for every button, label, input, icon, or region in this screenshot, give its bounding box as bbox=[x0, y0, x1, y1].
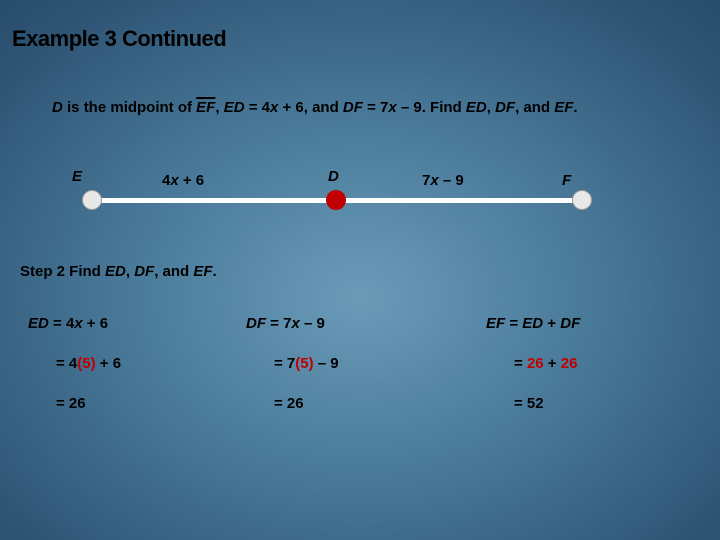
slide-title: Example 3 Continued bbox=[12, 26, 226, 52]
DF-subst: = 7(5) – 9 bbox=[274, 355, 339, 372]
var-EF: EF bbox=[554, 99, 573, 116]
substitution: (5) bbox=[77, 355, 95, 372]
text: , and bbox=[515, 99, 554, 116]
text: = 4 bbox=[49, 315, 74, 332]
point-D bbox=[326, 190, 346, 210]
var-x: x bbox=[291, 315, 299, 332]
var-D: D bbox=[52, 99, 63, 116]
EF-result: = 52 bbox=[514, 395, 544, 412]
var-DF: DF bbox=[134, 263, 154, 280]
DF-result: = 26 bbox=[274, 395, 304, 412]
text: – 9 bbox=[439, 172, 464, 189]
point-E bbox=[82, 190, 102, 210]
var-ED: ED bbox=[466, 99, 487, 116]
text: is the midpoint of bbox=[63, 99, 196, 116]
var-DF: DF bbox=[495, 99, 515, 116]
expr-ED: 4x + 6 bbox=[162, 172, 204, 189]
text: , and bbox=[154, 263, 193, 280]
text: = 7 bbox=[274, 355, 295, 372]
EF-subst: = 26 + 26 bbox=[514, 355, 577, 372]
var-EF: EF bbox=[486, 315, 505, 332]
text: . bbox=[213, 263, 217, 280]
label-E: E bbox=[72, 168, 82, 185]
EF-eq: EF = ED + DF bbox=[486, 315, 580, 332]
var-ED: ED bbox=[28, 315, 49, 332]
text: , bbox=[215, 99, 223, 116]
var-x: x bbox=[170, 172, 178, 189]
text: + bbox=[543, 315, 560, 332]
text: . bbox=[573, 99, 577, 116]
ED-eq: ED = 4x + 6 bbox=[28, 315, 108, 332]
var-EF: EF bbox=[193, 263, 212, 280]
text: , bbox=[487, 99, 495, 116]
var-x: x bbox=[74, 315, 82, 332]
text: = 4 bbox=[56, 355, 77, 372]
substitution: 26 bbox=[561, 355, 578, 372]
segment-diagram: E D F 4x + 6 7x – 9 bbox=[72, 168, 602, 223]
problem-statement: D is the midpoint of EF, ED = 4 x + 6, an… bbox=[52, 98, 680, 118]
text: – 9 bbox=[314, 355, 339, 372]
text: – 9 bbox=[300, 315, 325, 332]
step-header: Step 2 Find ED, DF, and EF. bbox=[20, 263, 217, 280]
text: Find bbox=[65, 263, 105, 280]
var-DF: DF bbox=[560, 315, 580, 332]
text: + 6 bbox=[179, 172, 204, 189]
text: + 6 bbox=[96, 355, 121, 372]
text: + 6 bbox=[83, 315, 108, 332]
var-x: x bbox=[430, 172, 438, 189]
segment-EF: EF bbox=[196, 99, 215, 116]
text: + 6, and bbox=[278, 99, 343, 116]
text: + bbox=[544, 355, 561, 372]
var-x: x bbox=[388, 99, 396, 116]
substitution: 26 bbox=[527, 355, 544, 372]
var-ED: ED bbox=[105, 263, 126, 280]
expr-DF: 7x – 9 bbox=[422, 172, 464, 189]
text: = 7 bbox=[363, 99, 388, 116]
step-label: Step 2 bbox=[20, 263, 65, 280]
var-DF: DF bbox=[343, 99, 363, 116]
var-DF: DF bbox=[246, 315, 266, 332]
text: = 7 bbox=[266, 315, 291, 332]
text: = 4 bbox=[245, 99, 270, 116]
ED-subst: = 4(5) + 6 bbox=[56, 355, 121, 372]
text: , bbox=[126, 263, 134, 280]
text: – 9. Find bbox=[397, 99, 466, 116]
point-F bbox=[572, 190, 592, 210]
text: = bbox=[505, 315, 522, 332]
var-ED: ED bbox=[224, 99, 245, 116]
label-F: F bbox=[562, 172, 571, 189]
var-ED: ED bbox=[522, 315, 543, 332]
label-D: D bbox=[328, 168, 339, 185]
ED-result: = 26 bbox=[56, 395, 86, 412]
text: = bbox=[514, 355, 527, 372]
DF-eq: DF = 7x – 9 bbox=[246, 315, 325, 332]
substitution: (5) bbox=[295, 355, 313, 372]
